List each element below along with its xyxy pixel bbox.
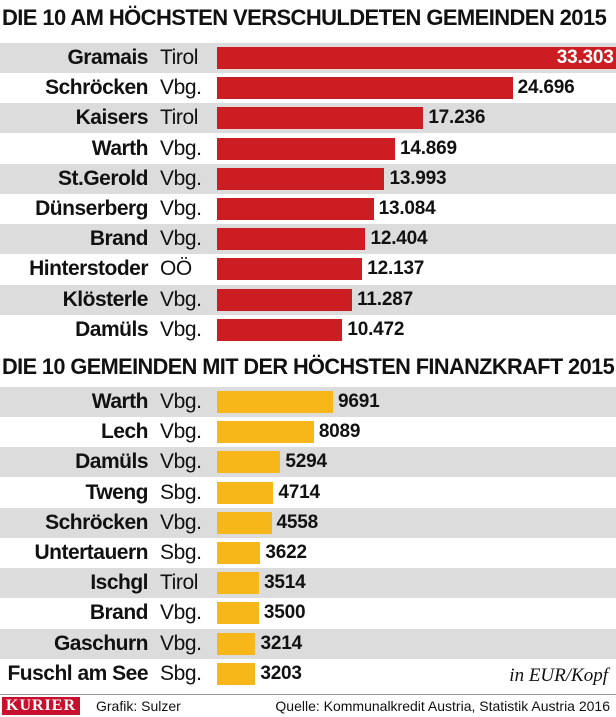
category-label: Damüls bbox=[75, 450, 148, 473]
bar bbox=[217, 542, 261, 564]
bar bbox=[217, 77, 513, 99]
category-label: Klösterle bbox=[62, 288, 149, 311]
region-label: Vbg. bbox=[160, 420, 202, 443]
region-label: Vbg. bbox=[160, 197, 202, 220]
region-label: Vbg. bbox=[160, 632, 202, 655]
chart-title-finance: DIE 10 GEMEINDEN MIT DER HÖCHSTEN FINANZ… bbox=[2, 354, 615, 379]
category-label: Warth bbox=[91, 390, 149, 413]
value-label: 3203 bbox=[260, 663, 302, 684]
kurier-logo: KURIER bbox=[2, 697, 81, 715]
chart-title-debt: DIE 10 AM HÖCHSTEN VERSCHULDETEN GEMEIND… bbox=[2, 5, 607, 30]
graphic-credit: Grafik: Sulzer bbox=[96, 698, 181, 714]
category-label: Damüls bbox=[75, 318, 148, 341]
region-label: OÖ bbox=[160, 257, 192, 280]
category-label: Dünserberg bbox=[35, 197, 148, 220]
region-label: Tirol bbox=[160, 571, 199, 594]
region-label: Vbg. bbox=[160, 167, 202, 190]
value-label: 3500 bbox=[263, 602, 306, 623]
value-label: 13.993 bbox=[389, 168, 447, 189]
value-label: 3622 bbox=[265, 542, 307, 563]
region-label: Vbg. bbox=[160, 227, 202, 250]
bar bbox=[217, 198, 374, 220]
region-label: Vbg. bbox=[160, 390, 202, 413]
value-label: 14.869 bbox=[399, 138, 457, 159]
value-label: 12.404 bbox=[370, 228, 428, 249]
value-label: 3214 bbox=[260, 633, 302, 654]
region-label: Sbg. bbox=[160, 481, 202, 504]
region-label: Vbg. bbox=[160, 511, 202, 534]
bar bbox=[217, 482, 274, 504]
category-label: Tweng bbox=[85, 481, 149, 504]
region-label: Vbg. bbox=[160, 137, 202, 160]
region-label: Tirol bbox=[160, 46, 199, 69]
bar bbox=[217, 391, 333, 413]
region-label: Vbg. bbox=[160, 288, 202, 311]
region-label: Sbg. bbox=[160, 541, 202, 564]
category-label: Ischgl bbox=[90, 571, 148, 594]
category-label: Untertauern bbox=[34, 541, 148, 564]
row-stripe bbox=[0, 568, 616, 598]
category-label: Gramais bbox=[67, 46, 148, 69]
value-label: 24.696 bbox=[517, 77, 575, 98]
value-label: 33.303 bbox=[556, 47, 614, 68]
region-label: Vbg. bbox=[160, 76, 202, 99]
bar bbox=[217, 258, 363, 280]
category-label: Kaisers bbox=[75, 106, 149, 129]
bar bbox=[217, 512, 272, 534]
category-label: Brand bbox=[89, 601, 149, 624]
value-label: 4714 bbox=[278, 482, 320, 503]
bar bbox=[217, 228, 366, 250]
footer: KURIER Grafik: Sulzer Quelle: Kommunalkr… bbox=[0, 694, 616, 717]
category-label: Brand bbox=[89, 227, 149, 250]
region-label: Sbg. bbox=[160, 662, 202, 685]
bar bbox=[217, 602, 259, 624]
bar bbox=[217, 633, 256, 655]
bar bbox=[217, 572, 260, 594]
source-note: Quelle: Kommunalkredit Austria, Statisti… bbox=[275, 698, 610, 714]
value-label: 10.472 bbox=[347, 319, 405, 340]
category-label: Gaschurn bbox=[53, 632, 149, 655]
bar bbox=[217, 47, 616, 69]
category-label: St.Gerold bbox=[57, 167, 149, 190]
category-label: Fuschl am See bbox=[7, 662, 148, 685]
value-label: 9691 bbox=[338, 391, 380, 412]
bar bbox=[217, 421, 314, 443]
value-label: 12.137 bbox=[367, 258, 425, 279]
category-label: Lech bbox=[100, 420, 149, 443]
region-label: Tirol bbox=[160, 106, 199, 129]
bar bbox=[217, 138, 395, 160]
value-label: 3514 bbox=[264, 572, 306, 593]
region-label: Vbg. bbox=[160, 450, 202, 473]
region-label: Vbg. bbox=[160, 601, 202, 624]
category-label: Warth bbox=[91, 137, 149, 160]
row-stripe bbox=[0, 629, 616, 659]
bar bbox=[217, 319, 343, 341]
bar bbox=[217, 289, 353, 311]
row-stripe bbox=[0, 508, 616, 538]
value-label: 11.287 bbox=[357, 289, 413, 310]
bar bbox=[217, 663, 256, 685]
value-label: 17.236 bbox=[428, 107, 486, 128]
category-label: Schröcken bbox=[45, 511, 148, 534]
bar bbox=[217, 168, 385, 190]
category-label: Hinterstoder bbox=[29, 257, 148, 280]
region-label: Vbg. bbox=[160, 318, 202, 341]
value-label: 13.084 bbox=[378, 198, 436, 219]
row-stripe bbox=[0, 447, 616, 477]
bar bbox=[217, 107, 424, 129]
category-label: Schröcken bbox=[45, 76, 148, 99]
value-label: 8089 bbox=[318, 421, 361, 442]
unit-label: in EUR/Kopf bbox=[509, 665, 608, 686]
value-label: 5294 bbox=[285, 451, 327, 472]
value-label: 4558 bbox=[276, 512, 319, 533]
bar bbox=[217, 451, 281, 473]
